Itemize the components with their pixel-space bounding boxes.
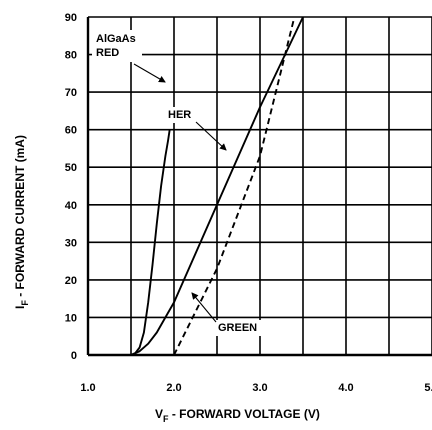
tick-labels: 0 10 20 30 40 50 60 70 80 90 1.0 2.0 3.0 4.0 5.0 xyxy=(65,12,432,394)
x-tick-label: 5.0 xyxy=(424,382,432,394)
annotation-label: RED xyxy=(96,47,119,59)
y-tick-label: 10 xyxy=(65,312,77,324)
y-tick-label: 0 xyxy=(71,350,77,362)
x-tick-label: 1.0 xyxy=(80,382,95,394)
series-line-her xyxy=(130,16,304,356)
y-tick-label: 20 xyxy=(65,275,77,287)
y-tick-label: 80 xyxy=(65,50,77,62)
x-tick-label: 3.0 xyxy=(252,382,267,394)
annotation-background xyxy=(165,107,197,123)
y-tick-label: 30 xyxy=(65,237,77,249)
x-tick-label: 4.0 xyxy=(338,382,353,394)
grid xyxy=(86,16,432,357)
annotations: AlGaAs RED HER GREEN xyxy=(92,30,270,336)
x-tick-label: 2.0 xyxy=(166,382,181,394)
annotation-arrow xyxy=(195,121,227,151)
annotation-background xyxy=(214,320,270,336)
annotation-label: HER xyxy=(168,109,191,121)
x-axis-label: VF - FORWARD VOLTAGE (V) xyxy=(155,407,320,424)
y-axis-label: IF - FORWARD CURRENT (mA) xyxy=(13,135,30,309)
annotation-arrow xyxy=(133,63,166,83)
y-tick-label: 60 xyxy=(65,125,77,137)
series-line-green xyxy=(173,16,296,356)
annotation-background xyxy=(92,30,142,62)
y-tick-label: 70 xyxy=(65,87,77,99)
series-group xyxy=(130,16,304,356)
y-tick-label: 90 xyxy=(65,12,77,24)
series-line-algaas-red xyxy=(130,129,171,356)
y-tick-label: 50 xyxy=(65,162,77,174)
annotation-label: AlGaAs xyxy=(96,33,136,45)
y-tick-label: 40 xyxy=(65,200,77,212)
annotation-label: GREEN xyxy=(218,322,257,334)
annotation-arrow xyxy=(191,292,217,323)
